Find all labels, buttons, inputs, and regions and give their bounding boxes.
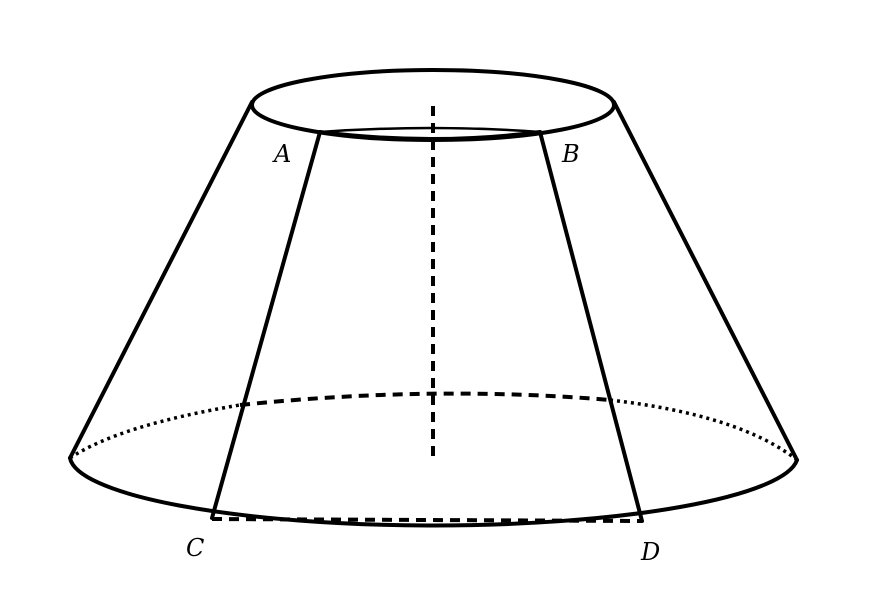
lower-base-back-arc-left xyxy=(69,403,241,460)
segment-ac xyxy=(210,130,322,520)
lower-base-front-arc xyxy=(68,456,799,528)
label-a: A xyxy=(272,140,291,168)
left-generator xyxy=(68,100,254,460)
chord-ab-inner xyxy=(318,126,542,134)
lower-base-back-arc xyxy=(239,391,611,407)
segment-bd xyxy=(538,130,644,523)
right-generator xyxy=(612,100,799,462)
lower-base-back-arc-right xyxy=(609,398,799,462)
label-c: C xyxy=(186,534,204,562)
label-b: B xyxy=(561,140,580,168)
chord-cd xyxy=(211,517,643,523)
chord-ab xyxy=(318,130,542,141)
label-d: D xyxy=(640,538,660,566)
